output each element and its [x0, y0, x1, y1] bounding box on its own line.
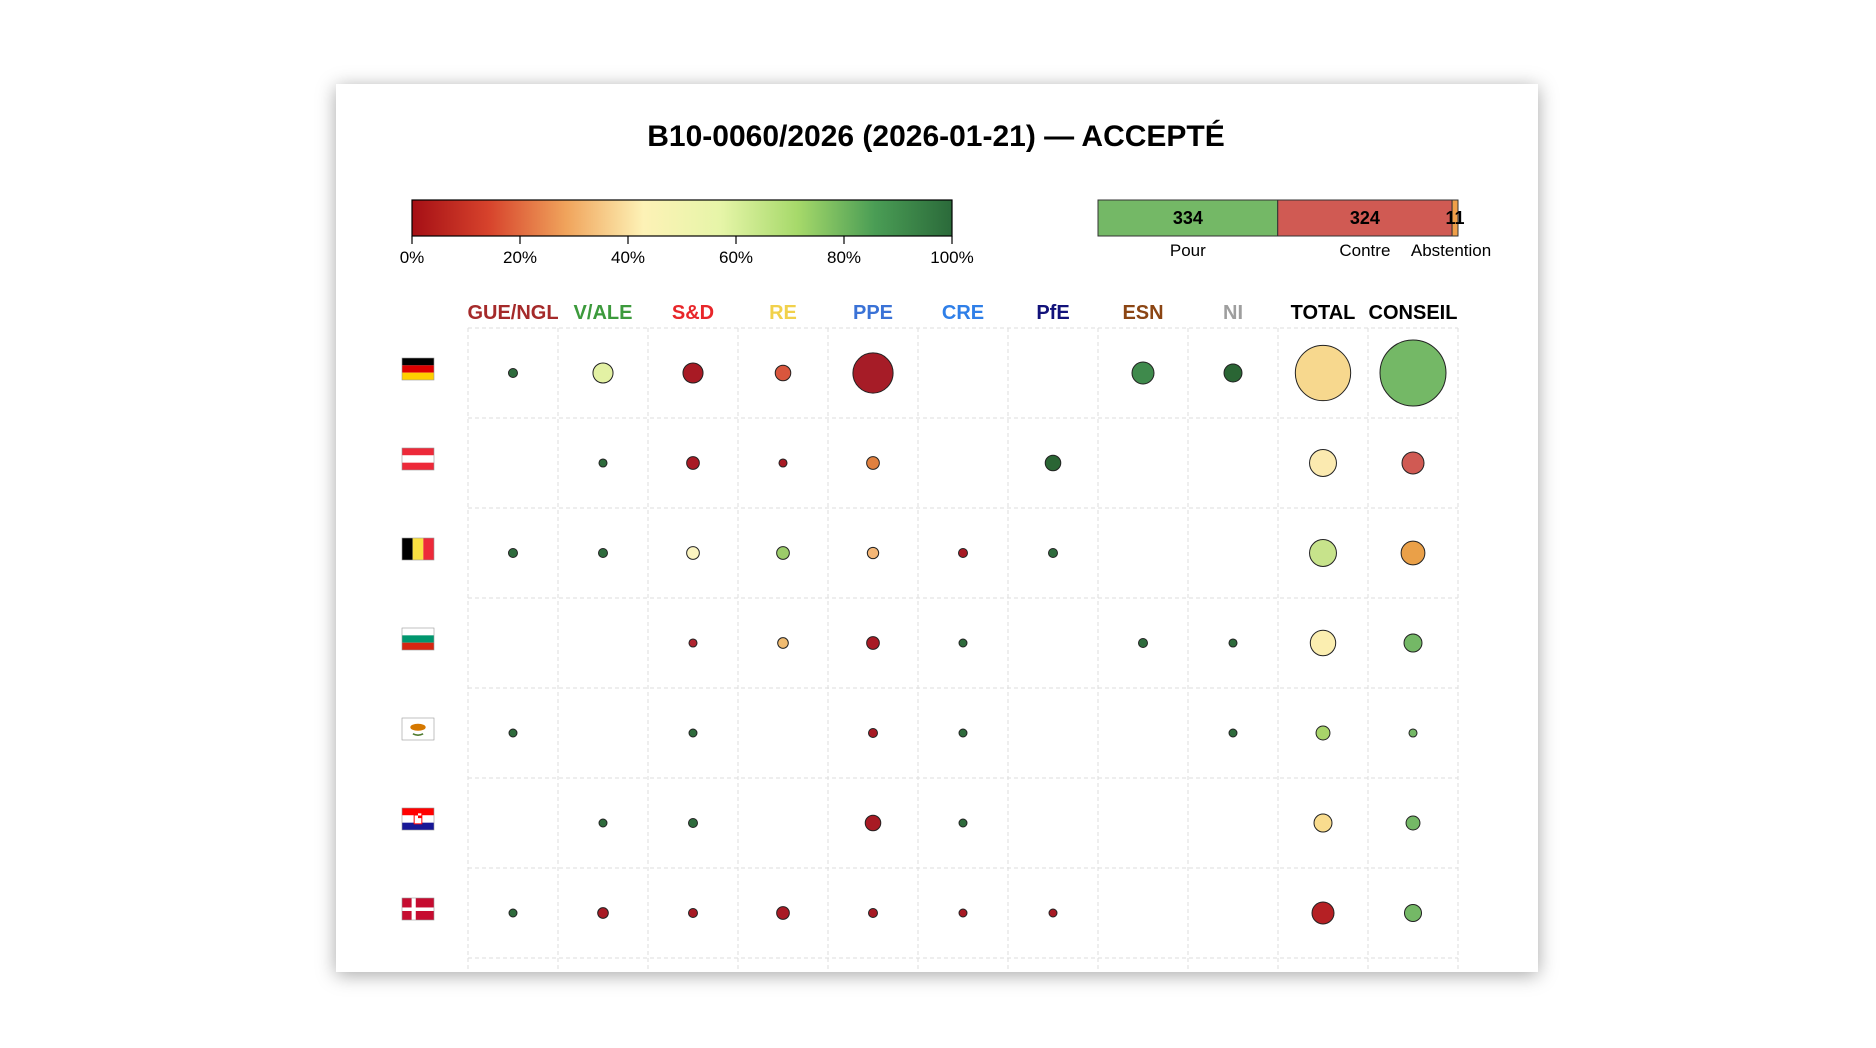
vote-segment-value: 11 — [1446, 208, 1465, 228]
cyprus-flag — [401, 717, 435, 741]
column-header: ESN — [1122, 302, 1163, 324]
vote-segment — [1451, 199, 1459, 237]
vote-bubble — [866, 546, 880, 560]
vote-bubble — [508, 368, 518, 378]
vote-bubble — [1315, 725, 1331, 741]
column-header: RE — [769, 302, 797, 324]
colorbar-tick-label: 20% — [503, 248, 537, 267]
vote-bubble — [508, 728, 518, 738]
vote-segment — [1097, 199, 1279, 237]
vote-bubble — [774, 364, 792, 382]
colorbar-tick-label: 60% — [719, 248, 753, 267]
vote-bubble — [1400, 540, 1426, 566]
vote-bubble — [777, 637, 789, 649]
vote-bubble — [686, 456, 700, 470]
denmark-flag — [401, 897, 435, 921]
vote-bubble — [1228, 728, 1238, 738]
vote-bubble — [778, 458, 788, 468]
column-header: PfE — [1036, 302, 1069, 324]
colorbar-tick-label: 0% — [400, 248, 425, 267]
vote-bubble — [864, 814, 882, 832]
column-headers: GUE/NGL V/ALE S&D RE PPE CRE PfE ESN NI TOTAL CONS… — [467, 302, 1457, 324]
column-header: CRE — [942, 302, 984, 324]
vote-bubble — [776, 906, 790, 920]
vote-bubble — [682, 362, 704, 384]
vote-bubble — [776, 546, 790, 560]
vote-bubble — [868, 908, 878, 918]
column-header: NI — [1223, 302, 1243, 324]
vote-bubble — [1405, 815, 1421, 831]
vote-bubble — [1048, 908, 1058, 918]
vote-bubble — [1313, 813, 1333, 833]
vote-segment-value: 334 — [1173, 208, 1203, 228]
column-header: PPE — [853, 302, 893, 324]
vote-bubble — [508, 908, 518, 918]
bulgaria-flag — [401, 627, 435, 651]
vote-bubble — [1309, 539, 1337, 567]
vote-segment-name: Pour — [1170, 241, 1206, 260]
vote-bubble — [1379, 339, 1447, 407]
vote-bubble — [597, 907, 609, 919]
vote-totals-bar: 334 Pour 324 Contre 11 Abstention — [1097, 199, 1491, 260]
colorbar-tick-label: 100% — [930, 248, 973, 267]
column-header: GUE/NGL — [467, 302, 558, 324]
chart-card: B10-0060/2026 (2026-01-21) — ACCEPTÉ 0% 2… — [336, 84, 1538, 972]
vote-segment-name: Abstention — [1411, 241, 1491, 260]
vote-bubble — [1403, 633, 1423, 653]
vote-bubble — [868, 728, 878, 738]
vote-bubble — [958, 818, 968, 828]
vote-bubble — [958, 908, 968, 918]
vote-bubble — [1309, 449, 1337, 477]
vote-bubble — [688, 908, 698, 918]
vote-bubble — [1401, 451, 1425, 475]
vote-bubble — [958, 548, 968, 558]
vote-bubble — [866, 636, 880, 650]
vote-bubble — [688, 638, 698, 648]
vote-bubble — [852, 352, 894, 394]
vote-bubble — [1138, 638, 1148, 648]
colorbar: 0% 20% 40% 60% 80% 100% — [400, 199, 974, 267]
row-flags — [401, 357, 435, 921]
vote-bubble — [1311, 901, 1335, 925]
vote-bubble — [1228, 638, 1238, 648]
column-header: V/ALE — [574, 302, 633, 324]
vote-bubble — [958, 728, 968, 738]
vote-bubble — [1294, 344, 1352, 402]
croatia-flag — [401, 807, 435, 831]
colorbar-gradient — [411, 199, 953, 237]
vote-segment-value: 324 — [1350, 208, 1380, 228]
belgium-flag — [401, 537, 435, 561]
vote-bubble — [598, 548, 608, 558]
vote-chart: B10-0060/2026 (2026-01-21) — ACCEPTÉ 0% 2… — [400, 119, 1491, 972]
vote-bubble — [866, 456, 880, 470]
matrix-grid — [467, 327, 1459, 972]
colorbar-tick-label: 80% — [827, 248, 861, 267]
vote-bubble — [592, 362, 614, 384]
chart-title: B10-0060/2026 (2026-01-21) — ACCEPTÉ — [647, 119, 1225, 153]
vote-segment-name: Contre — [1339, 241, 1390, 260]
vote-bubble — [598, 818, 608, 828]
austria-flag — [401, 447, 435, 471]
vote-bubble — [598, 458, 608, 468]
vote-bubble — [688, 728, 698, 738]
vote-bubble — [1223, 363, 1243, 383]
germany-flag — [401, 357, 435, 381]
vote-bubble — [1044, 454, 1062, 472]
bubbles — [508, 339, 1447, 925]
column-header: TOTAL — [1291, 302, 1356, 324]
vote-bubble — [1403, 903, 1423, 923]
vote-bubble — [958, 638, 968, 648]
vote-bubble — [686, 546, 700, 560]
vote-bubble — [1131, 361, 1155, 385]
colorbar-tick-label: 40% — [611, 248, 645, 267]
column-header: CONSEIL — [1369, 302, 1458, 324]
vote-bubble — [1309, 629, 1337, 657]
vote-bubble — [1408, 728, 1418, 738]
vote-bubble — [688, 818, 698, 828]
column-header: S&D — [672, 302, 714, 324]
vote-bubble — [1048, 548, 1058, 558]
vote-bubble — [508, 548, 518, 558]
